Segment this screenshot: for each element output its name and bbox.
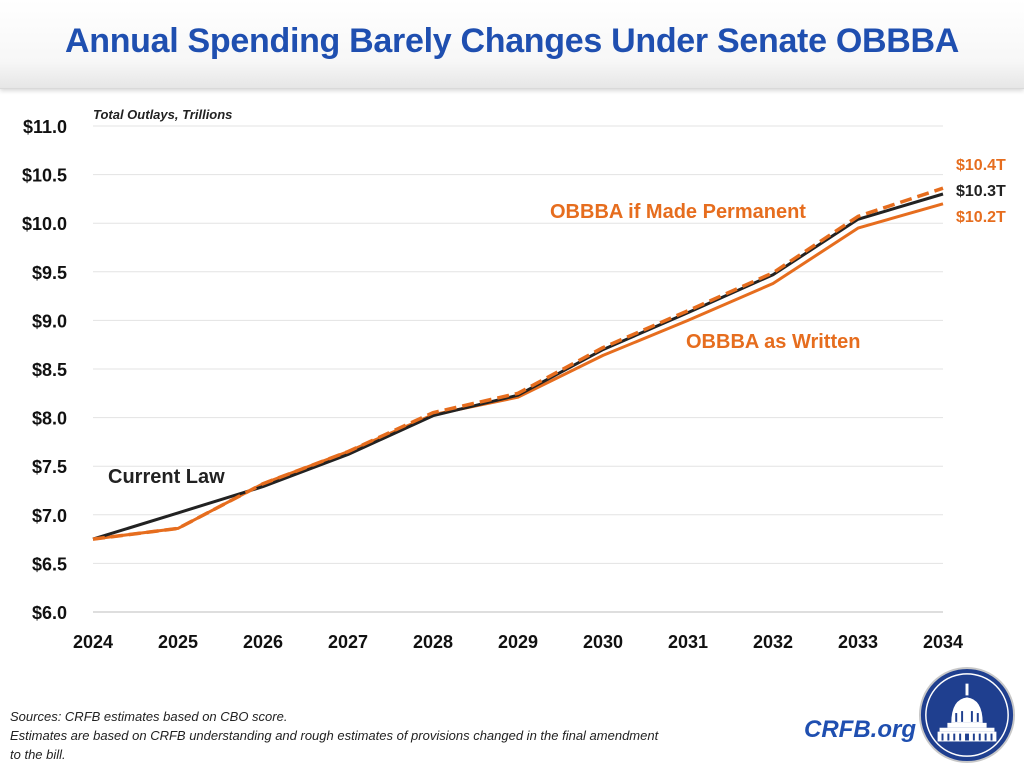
x-tick-label: 2034 xyxy=(923,632,963,652)
series-line-current-law xyxy=(92,192,944,541)
y-tick-label: $9.0 xyxy=(32,311,67,331)
estimates-note: Estimates are based on CRFB understandin… xyxy=(10,728,659,743)
estimates-note-cont: to the bill. xyxy=(10,747,66,762)
y-tick-label: $11.0 xyxy=(23,117,67,137)
x-tick-label: 2031 xyxy=(668,632,708,652)
series-lines xyxy=(92,186,944,541)
sources-note: Sources: CRFB estimates based on CBO sco… xyxy=(10,709,288,724)
line-chart: $6.0 $6.5 $7.0 $7.5 $8.0 $8.5 $9.0 $9.5 $10.0 $10… xyxy=(22,107,1006,652)
page-title: Annual Spending Barely Changes Under Sen… xyxy=(64,22,959,60)
series-line-obbba-if-made-permanent xyxy=(92,186,944,541)
y-tick-label: $6.0 xyxy=(32,603,67,623)
crfb-capitol-logo xyxy=(918,666,1016,764)
x-tick-label: 2029 xyxy=(498,632,538,652)
end-label-current-law: $10.3T xyxy=(956,183,1006,200)
series-label-obbba-permanent: OBBBA if Made Permanent xyxy=(550,201,806,223)
y-tick-label: $6.5 xyxy=(32,554,67,574)
y-tick-label: $9.5 xyxy=(32,263,67,283)
x-tick-label: 2026 xyxy=(243,632,283,652)
x-tick-label: 2025 xyxy=(158,632,198,652)
series-line-obbba-as-written xyxy=(92,202,944,541)
crfb-site-link[interactable]: CRFB.org xyxy=(804,716,916,743)
x-tick-label: 2028 xyxy=(413,632,453,652)
y-tick-label: $10.5 xyxy=(22,166,67,186)
y-tick-label: $8.0 xyxy=(32,409,67,429)
y-axis-ticks: $6.0 $6.5 $7.0 $7.5 $8.0 $8.5 $9.0 $9.5 $10.0 $10… xyxy=(22,117,67,623)
x-tick-label: 2030 xyxy=(583,632,623,652)
end-label-permanent: $10.4T xyxy=(956,157,1006,174)
x-tick-label: 2032 xyxy=(753,632,793,652)
title-bar: Annual Spending Barely Changes Under Sen… xyxy=(0,0,1024,89)
x-tick-label: 2027 xyxy=(328,632,368,652)
y-tick-label: $7.5 xyxy=(32,457,67,477)
y-tick-label: $7.0 xyxy=(32,506,67,526)
gridlines xyxy=(93,125,943,613)
chart-subtitle: Total Outlays, Trillions xyxy=(93,107,232,122)
end-label-as-written: $10.2T xyxy=(956,209,1006,226)
series-label-current-law: Current Law xyxy=(108,466,225,488)
series-label-obbba-as-written: OBBBA as Written xyxy=(686,331,860,353)
x-axis-ticks: 2024 2025 2026 2027 2028 2029 2030 2031 2032 2033… xyxy=(73,632,963,652)
x-tick-label: 2024 xyxy=(73,632,113,652)
x-tick-label: 2033 xyxy=(838,632,878,652)
y-tick-label: $10.0 xyxy=(22,214,67,234)
y-tick-label: $8.5 xyxy=(32,360,67,380)
